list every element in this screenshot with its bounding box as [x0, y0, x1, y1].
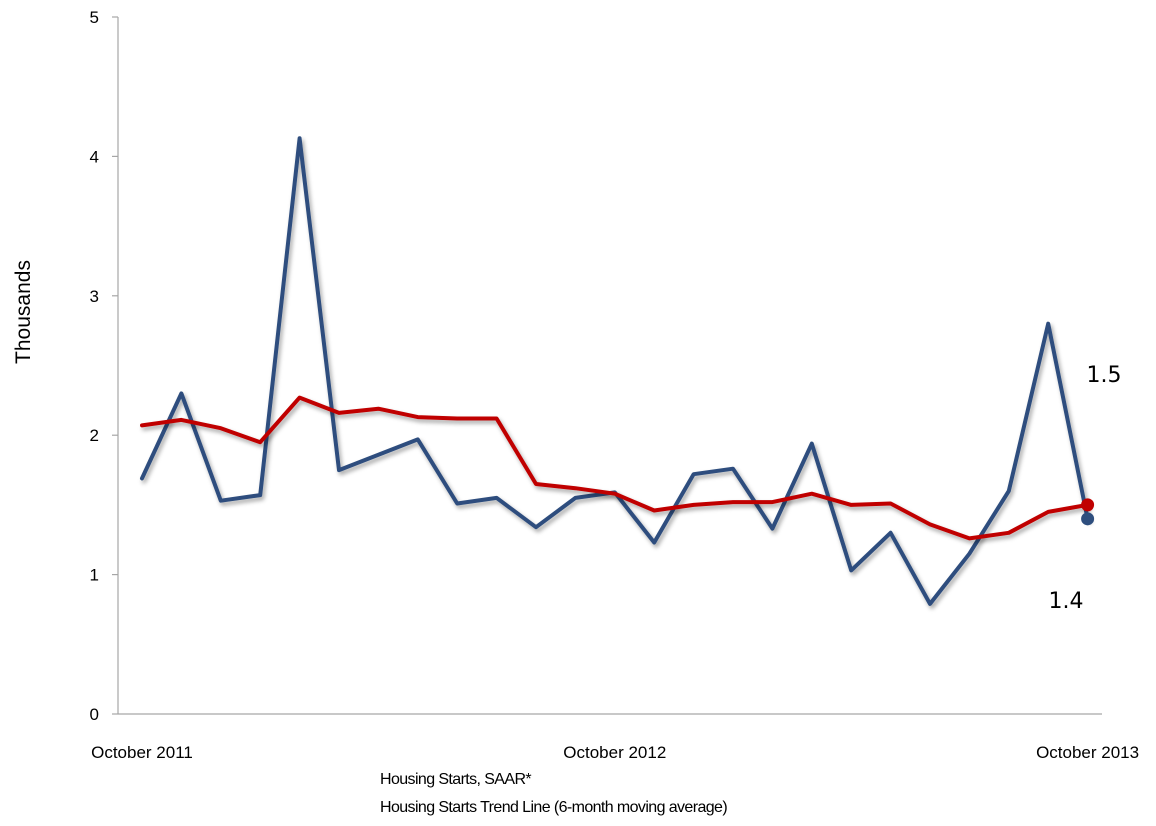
annotation-label: 1.5	[1087, 363, 1122, 388]
y-tick-label: 2	[90, 426, 99, 445]
legend: Housing Starts, SAAR* Housing Starts Tre…	[324, 771, 728, 816]
y-tick-label: 4	[90, 147, 99, 166]
y-tick-label: 0	[90, 705, 99, 724]
x-tick-label: October 2011	[91, 743, 193, 762]
series-end-marker-0	[1081, 512, 1095, 526]
x-axis-ticks: October 2011 October 2012 October 2013	[91, 743, 1139, 762]
annotation-layer: 1.5 1.4	[1049, 363, 1122, 614]
y-tick-label: 1	[90, 566, 99, 585]
y-tick-label: 5	[90, 8, 99, 27]
x-tick-label: October 2013	[1036, 743, 1139, 762]
legend-item-trend-line: Housing Starts Trend Line (6-month movin…	[324, 799, 728, 816]
series-layer	[140, 136, 1095, 606]
legend-label-housing-starts: Housing Starts, SAAR*	[380, 771, 531, 788]
x-tick-label: October 2012	[563, 743, 666, 762]
y-axis-ticks: 0 1 2 3 4 5	[90, 8, 118, 724]
series-end-marker-1	[1081, 498, 1095, 512]
y-tick-label: 3	[90, 287, 99, 306]
legend-item-housing-starts: Housing Starts, SAAR*	[324, 771, 532, 788]
series-line-0	[140, 136, 1090, 606]
series-line-1	[140, 395, 1090, 541]
annotation-label: 1.4	[1049, 589, 1084, 614]
y-axis-label: Thousands	[12, 260, 35, 364]
legend-label-trend-line: Housing Starts Trend Line (6-month movin…	[380, 799, 727, 816]
